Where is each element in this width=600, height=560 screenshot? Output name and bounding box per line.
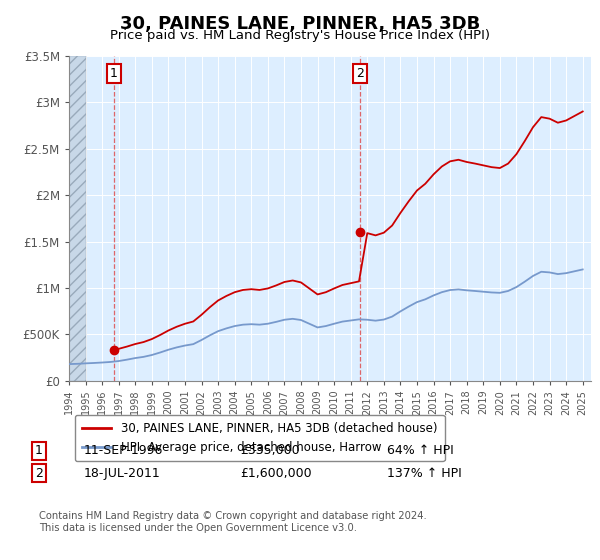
HPI: Average price, detached house, Harrow: (2.02e+03, 1.18e+06): Average price, detached house, Harrow: (…: [571, 268, 578, 274]
Text: 2: 2: [356, 67, 364, 81]
HPI: Average price, detached house, Harrow: (1.99e+03, 1.8e+05): Average price, detached house, Harrow: (…: [65, 361, 73, 367]
30, PAINES LANE, PINNER, HA5 3DB (detached house): [455, 156, 462, 163]
Text: 1: 1: [35, 444, 43, 458]
Text: 11-SEP-1996: 11-SEP-1996: [84, 444, 163, 458]
HPI: Average price, detached house, Harrow: (2.01e+03, 5.9e+05): Average price, detached house, Harrow: (…: [322, 323, 329, 329]
Legend: 30, PAINES LANE, PINNER, HA5 3DB (detached house), HPI: Average price, detached : 30, PAINES LANE, PINNER, HA5 3DB (detach…: [75, 415, 445, 461]
Text: 2: 2: [35, 466, 43, 480]
30, PAINES LANE, PINNER, HA5 3DB (detached house): [223, 292, 230, 299]
30, PAINES LANE, PINNER, HA5 3DB (detached house): [110, 346, 118, 353]
Text: Price paid vs. HM Land Registry's House Price Index (HPI): Price paid vs. HM Land Registry's House …: [110, 29, 490, 42]
Text: £1,600,000: £1,600,000: [240, 466, 311, 480]
Text: 30, PAINES LANE, PINNER, HA5 3DB: 30, PAINES LANE, PINNER, HA5 3DB: [120, 15, 480, 33]
Text: 137% ↑ HPI: 137% ↑ HPI: [387, 466, 462, 480]
30, PAINES LANE, PINNER, HA5 3DB (detached house): [563, 117, 570, 124]
HPI: Average price, detached house, Harrow: (2e+03, 5.65e+05): Average price, detached house, Harrow: (…: [223, 325, 230, 332]
Line: 30, PAINES LANE, PINNER, HA5 3DB (detached house): 30, PAINES LANE, PINNER, HA5 3DB (detach…: [114, 111, 583, 349]
Text: 18-JUL-2011: 18-JUL-2011: [84, 466, 161, 480]
30, PAINES LANE, PINNER, HA5 3DB (detached house): [579, 108, 586, 115]
30, PAINES LANE, PINNER, HA5 3DB (detached house): [505, 160, 512, 167]
Text: 1: 1: [110, 67, 118, 81]
Text: 64% ↑ HPI: 64% ↑ HPI: [387, 444, 454, 458]
Text: Contains HM Land Registry data © Crown copyright and database right 2024.
This d: Contains HM Land Registry data © Crown c…: [39, 511, 427, 533]
Text: £335,000: £335,000: [240, 444, 299, 458]
HPI: Average price, detached house, Harrow: (2e+03, 4.9e+05): Average price, detached house, Harrow: (…: [206, 332, 214, 339]
HPI: Average price, detached house, Harrow: (2.02e+03, 1.2e+06): Average price, detached house, Harrow: (…: [579, 266, 586, 273]
30, PAINES LANE, PINNER, HA5 3DB (detached house): [215, 297, 222, 304]
HPI: Average price, detached house, Harrow: (2.01e+03, 6.15e+05): Average price, detached house, Harrow: (…: [305, 320, 313, 327]
30, PAINES LANE, PINNER, HA5 3DB (detached house): [422, 180, 429, 187]
Line: HPI: Average price, detached house, Harrow: HPI: Average price, detached house, Harr…: [69, 269, 583, 364]
HPI: Average price, detached house, Harrow: (2.02e+03, 8.78e+05): Average price, detached house, Harrow: (…: [422, 296, 429, 303]
